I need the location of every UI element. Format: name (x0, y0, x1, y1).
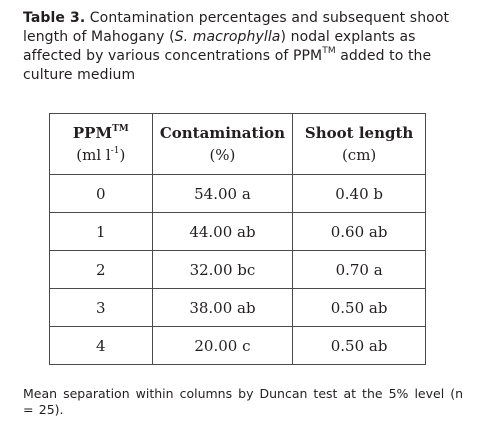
table-row: 2 32.00 bc 0.70 a (49, 250, 426, 289)
header-shoot-length: Shoot length (cm) (292, 113, 426, 175)
header-ppm-trademark: TM (112, 124, 129, 134)
cell-ppm: 4 (49, 326, 153, 365)
cell-contamination: 54.00 a (151, 174, 294, 213)
table-row: 1 44.00 ab 0.60 ab (49, 212, 426, 251)
header-contamination-name: Contamination (159, 124, 286, 142)
header-shoot-length-name: Shoot length (304, 124, 414, 142)
cell-ppm: 0 (49, 174, 153, 213)
cell-shoot-length: 0.60 ab (292, 212, 426, 251)
table-footnote: Mean separation within columns by Duncan… (23, 386, 463, 417)
caption-text-part-2: ) nodal explants as affected by various … (23, 29, 416, 64)
cell-shoot-length: 0.70 a (292, 250, 426, 289)
header-ppm: PPMTM (ml l-1) (49, 113, 153, 175)
table-row: 0 54.00 a 0.40 b (49, 174, 426, 213)
cell-shoot-length: 0.50 ab (292, 288, 426, 327)
cell-contamination: 32.00 bc (151, 250, 294, 289)
cell-ppm: 3 (49, 288, 153, 327)
cell-contamination: 44.00 ab (151, 212, 294, 251)
table-row: 3 38.00 ab 0.50 ab (49, 288, 426, 327)
table-row: 4 20.00 c 0.50 ab (49, 326, 426, 365)
header-ppm-unit-exponent: -1 (110, 146, 120, 156)
species-name: S. macrophylla (174, 29, 281, 45)
table-label: Table 3. (23, 10, 86, 26)
cell-ppm: 1 (49, 212, 153, 251)
header-contamination: Contamination (%) (151, 113, 294, 175)
header-shoot-length-unit: (cm) (341, 146, 377, 164)
cell-contamination: 38.00 ab (151, 288, 294, 327)
cell-ppm: 2 (49, 250, 153, 289)
cell-shoot-length: 0.40 b (292, 174, 426, 213)
results-table: PPMTM (ml l-1) Contamination (%) Shoot l… (49, 113, 426, 365)
cell-shoot-length: 0.50 ab (292, 326, 426, 365)
header-ppm-unit: (ml l-1) (76, 146, 125, 164)
header-ppm-name: PPM (72, 124, 113, 142)
trademark-superscript: TM (322, 46, 336, 57)
header-ppm-unit-close: ) (119, 146, 126, 164)
caption-text-part-1: Contamination percentages and subsequent… (23, 10, 450, 45)
header-contamination-unit: (%) (209, 146, 236, 164)
caption-text-part-3: added to the culture medium (23, 48, 432, 83)
header-row: PPMTM (ml l-1) Contamination (%) Shoot l… (49, 113, 426, 175)
header-ppm-unit-text: (ml l (76, 146, 111, 164)
cell-contamination: 20.00 c (151, 326, 294, 365)
table-caption: Table 3. Contamination percentages and s… (23, 9, 473, 85)
